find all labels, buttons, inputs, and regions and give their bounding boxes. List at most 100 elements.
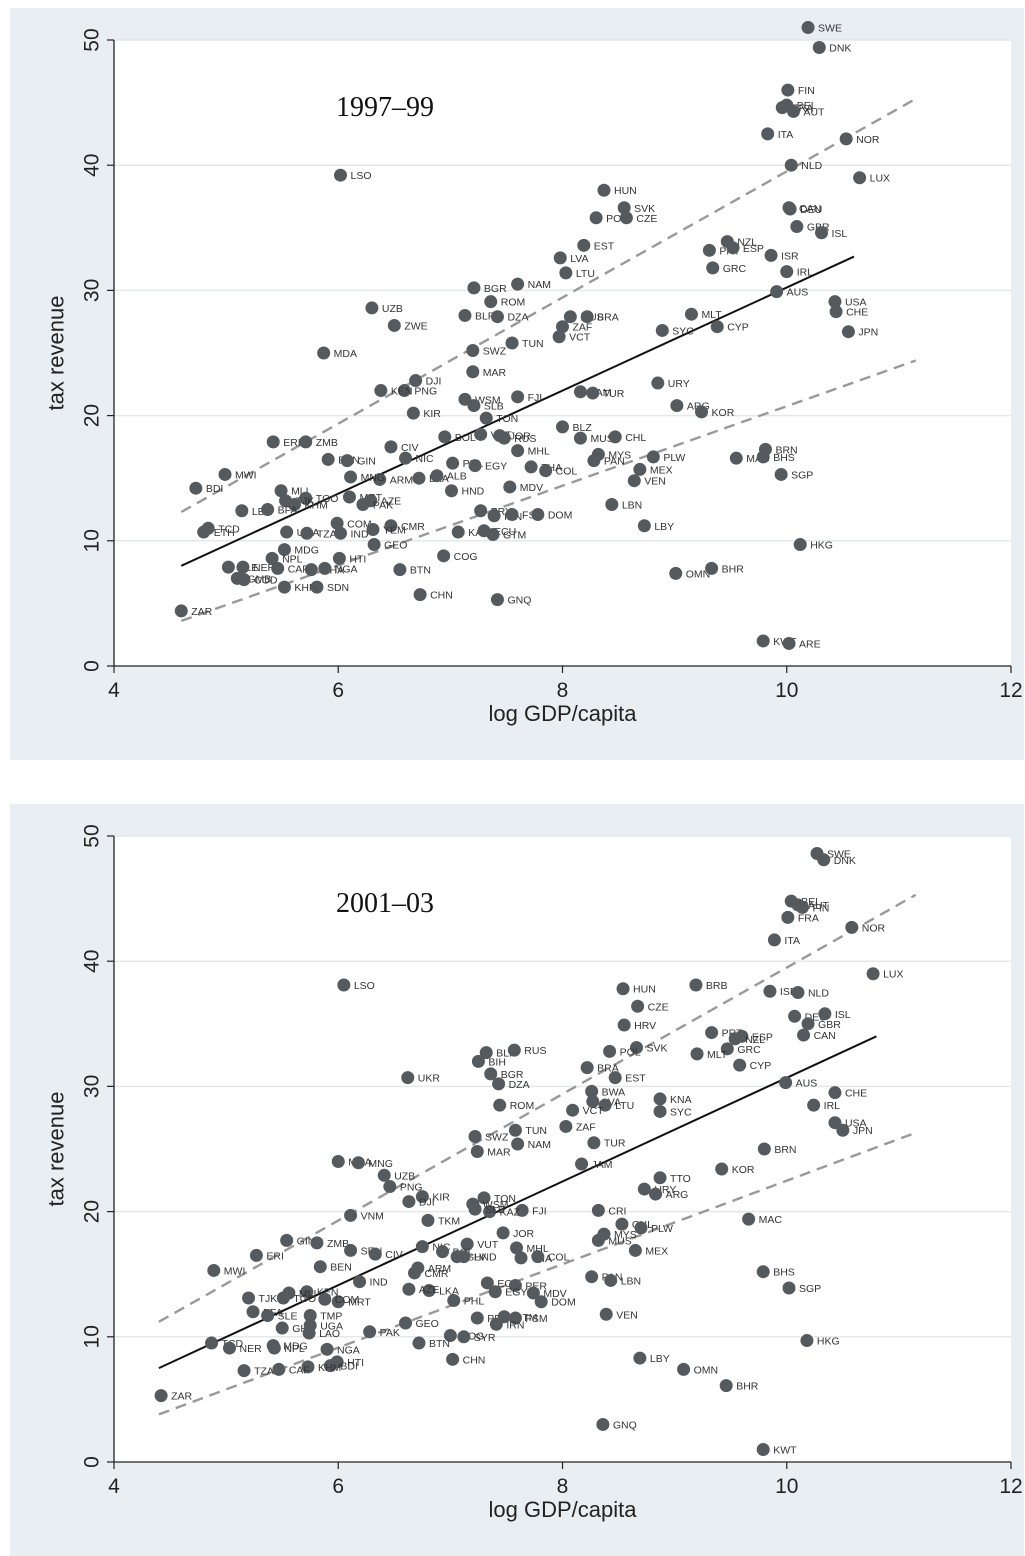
point-label: TCD <box>218 523 240 535</box>
data-point <box>597 183 611 197</box>
data-point <box>399 451 413 465</box>
data-point <box>761 127 775 141</box>
data-point <box>689 978 703 992</box>
point-label: CRI <box>608 1205 626 1217</box>
data-point <box>197 525 211 539</box>
point-label: OMN <box>686 568 711 580</box>
data-point <box>828 1086 842 1100</box>
point-label: MDG <box>294 545 319 557</box>
point-label: BRB <box>706 980 728 992</box>
data-point <box>274 484 288 498</box>
data-point <box>774 467 788 481</box>
point-label: EST <box>625 1073 646 1085</box>
data-point <box>801 20 815 34</box>
point-label: ERI <box>266 1250 284 1262</box>
point-label: NLD <box>808 988 829 1000</box>
data-point <box>457 1250 471 1264</box>
data-point <box>585 1270 599 1284</box>
data-point <box>237 1364 251 1378</box>
point-label: BRA <box>597 312 619 324</box>
point-label: NZL <box>737 237 757 249</box>
point-label: KNA <box>670 1094 692 1106</box>
data-point <box>733 1058 747 1072</box>
point-label: EST <box>594 240 615 252</box>
data-point <box>242 1291 256 1305</box>
data-point <box>300 526 314 540</box>
point-label: LTU <box>576 268 595 280</box>
point-label: UGA <box>320 1321 343 1333</box>
data-point <box>344 1208 358 1222</box>
point-label: SLV <box>467 1252 486 1264</box>
data-point <box>782 636 796 650</box>
data-point <box>384 440 398 454</box>
point-label: MNG <box>368 1158 393 1170</box>
data-point <box>302 1326 316 1340</box>
point-label: SYC <box>670 1106 692 1118</box>
data-point <box>412 1336 426 1350</box>
data-point <box>598 1098 612 1112</box>
data-point <box>235 504 249 518</box>
point-label: NPL <box>282 553 303 565</box>
point-label: GRC <box>737 1044 761 1056</box>
x-tick-label: 8 <box>557 1475 569 1498</box>
data-point <box>841 325 855 339</box>
data-point <box>853 171 867 185</box>
data-point <box>552 330 566 344</box>
point-label: AUT <box>808 900 830 912</box>
point-label: MDV <box>520 482 543 494</box>
data-point <box>531 508 545 522</box>
data-point <box>556 320 569 334</box>
point-label: TJK <box>259 1293 278 1305</box>
point-label: ITA <box>784 935 800 947</box>
data-point <box>401 1071 415 1085</box>
data-point <box>786 104 800 118</box>
data-point <box>484 295 498 309</box>
point-label: BDI <box>340 1361 358 1373</box>
point-label: PAN <box>604 456 625 468</box>
point-label: BHR <box>736 1381 759 1393</box>
x-tick-label: 12 <box>999 1475 1022 1498</box>
data-point <box>779 1076 793 1090</box>
point-label: HTI <box>349 553 366 565</box>
data-point <box>531 1250 545 1264</box>
data-point <box>366 523 380 537</box>
point-label: NAM <box>528 279 551 291</box>
point-label: COL <box>556 466 578 478</box>
data-point <box>729 451 743 465</box>
point-label: KEN <box>391 386 413 398</box>
data-point <box>829 305 843 319</box>
data-point <box>695 405 709 419</box>
point-label: ZAF <box>576 1121 596 1133</box>
data-point <box>430 469 444 483</box>
data-point <box>507 1043 521 1057</box>
data-point <box>479 1046 493 1060</box>
point-label: YEM <box>383 525 406 537</box>
point-label: MHL <box>528 446 550 458</box>
data-point <box>174 604 188 618</box>
data-point <box>728 1032 742 1046</box>
point-label: SGP <box>791 469 813 481</box>
point-label: SYR <box>474 1332 496 1344</box>
data-point <box>344 470 358 484</box>
data-point <box>616 982 630 996</box>
data-point <box>566 1103 580 1117</box>
point-label: CHE <box>845 1088 867 1100</box>
point-label: EGY <box>505 1287 527 1299</box>
data-point <box>591 1203 605 1217</box>
data-point <box>299 491 313 505</box>
data-point <box>575 1157 589 1171</box>
point-label: BHS <box>773 1267 795 1279</box>
data-point <box>277 543 291 557</box>
data-point <box>471 1054 485 1068</box>
point-label: HND <box>461 486 484 498</box>
point-label: GMB <box>247 573 271 585</box>
data-point <box>236 560 250 574</box>
data-point <box>801 1017 815 1031</box>
point-label: CMR <box>424 1268 448 1280</box>
point-label: ISL <box>832 228 848 240</box>
data-point <box>511 444 525 458</box>
data-point <box>839 132 853 146</box>
data-point <box>627 474 641 488</box>
data-point <box>399 1316 413 1330</box>
data-point <box>793 538 807 552</box>
